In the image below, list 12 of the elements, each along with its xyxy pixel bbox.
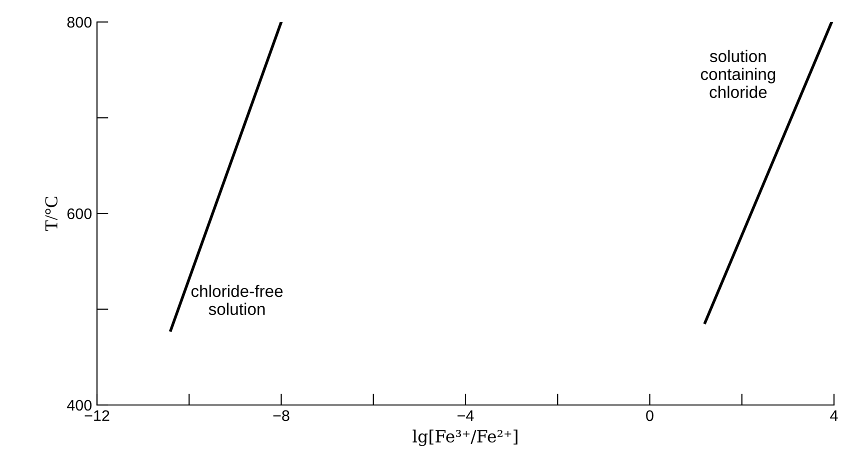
x-tick-label: −12 xyxy=(84,410,110,421)
x-axis-title: lg[Fe³⁺/Fe²⁺] xyxy=(412,430,518,446)
x-tick-label: 0 xyxy=(646,410,654,422)
y-tick-label: 400 xyxy=(67,400,92,411)
x-tick-label: −8 xyxy=(273,410,290,422)
annotation: chloride-free solution xyxy=(191,284,283,316)
y-tick-label: 600 xyxy=(67,208,92,220)
x-tick-label: −4 xyxy=(458,410,474,421)
x-tick-label: 4 xyxy=(830,410,838,421)
y-tick-label: 800 xyxy=(67,16,92,28)
y-axis-title: T/°C xyxy=(45,196,58,231)
annotation: solution containing chloride xyxy=(700,50,776,98)
